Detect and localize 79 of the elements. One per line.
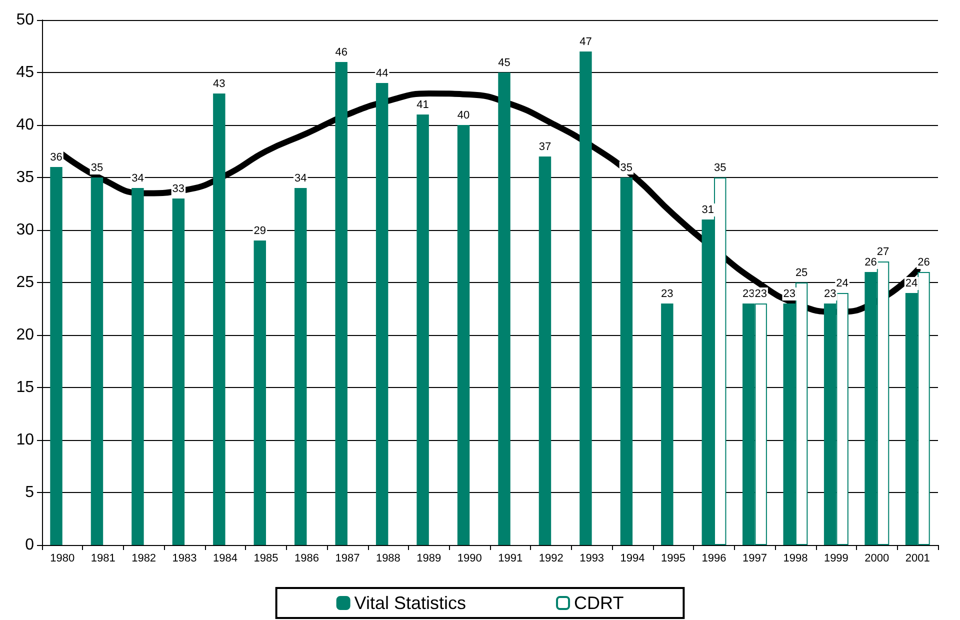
data-label: 46	[335, 46, 348, 58]
data-label: 45	[498, 57, 510, 69]
data-label: 23	[742, 288, 755, 300]
bar	[580, 52, 592, 545]
y-tick-label: 40	[16, 116, 34, 134]
x-tick-label: 1993	[580, 552, 604, 564]
data-label: 41	[416, 99, 429, 111]
data-label: 35	[90, 162, 104, 174]
x-tick-label: 1980	[50, 552, 75, 564]
data-label: 40	[457, 110, 470, 122]
y-tick-label: 10	[16, 432, 34, 448]
bar	[457, 125, 470, 545]
data-label: 36	[50, 152, 62, 164]
data-label: 23	[824, 288, 836, 300]
x-tick-label: 1990	[457, 552, 482, 564]
bar	[50, 167, 62, 545]
y-tick-label: 5	[25, 484, 34, 501]
x-tick-label: 1996	[702, 552, 726, 564]
data-label: 25	[795, 267, 808, 279]
y-tick-label: 35	[16, 169, 34, 186]
y-tick-label: 30	[16, 222, 34, 238]
x-tick-label: 1997	[742, 552, 767, 564]
data-label: 33	[172, 183, 185, 195]
bar	[90, 178, 104, 545]
data-label: 44	[376, 68, 388, 80]
legend-label: CDRT	[574, 593, 624, 613]
data-label: 31	[702, 204, 714, 216]
bar	[416, 114, 429, 545]
data-label: 23	[661, 288, 674, 300]
bar	[294, 188, 307, 545]
x-tick-label: 1988	[376, 552, 400, 564]
y-tick-label: 25	[16, 274, 34, 291]
y-tick-label: 45	[16, 64, 34, 81]
data-label: 27	[876, 246, 890, 258]
bar	[132, 188, 144, 545]
x-tick-label: 1986	[294, 552, 319, 564]
bar	[254, 240, 266, 545]
x-tick-label: 1983	[172, 552, 197, 564]
x-tick-label: 1987	[335, 552, 360, 564]
x-tick-label: 1985	[254, 552, 278, 564]
legend-label: Vital Statistics	[354, 593, 466, 613]
x-tick-label: 2001	[905, 552, 930, 564]
x-tick-label: 1991	[498, 552, 523, 564]
data-label: 26	[864, 256, 877, 268]
bar	[213, 94, 226, 545]
bar	[376, 83, 388, 545]
bar	[335, 62, 348, 545]
bar	[620, 178, 633, 545]
x-tick-label: 1994	[620, 552, 645, 564]
bar	[498, 72, 510, 545]
data-label: 23	[783, 288, 796, 300]
data-label: 23	[754, 288, 767, 300]
y-tick-label: 50	[16, 12, 34, 28]
data-label: 24	[905, 278, 918, 290]
data-label: 34	[294, 172, 307, 184]
data-label: 35	[714, 162, 726, 174]
bar	[538, 156, 552, 545]
data-label: 37	[538, 141, 552, 153]
x-tick-label: 1989	[416, 552, 442, 564]
x-tick-label: 1981	[90, 552, 116, 564]
data-label: 47	[580, 36, 592, 48]
y-tick-label: 15	[16, 379, 34, 396]
data-label: 34	[132, 172, 144, 184]
data-label: 24	[836, 278, 848, 290]
x-tick-label: 1992	[538, 552, 564, 564]
bar	[661, 304, 674, 545]
x-tick-label: 1982	[132, 552, 156, 564]
x-tick-label: 1999	[824, 552, 848, 564]
x-tick-label: 1995	[661, 552, 686, 564]
data-label: 35	[620, 162, 633, 174]
x-tick-label: 1998	[783, 552, 808, 564]
data-label: 43	[213, 78, 226, 90]
data-label: 26	[918, 256, 930, 268]
y-tick-label: 0	[25, 536, 34, 554]
x-tick-label: 2000	[864, 552, 890, 564]
x-tick-label: 1984	[213, 552, 238, 564]
bar	[172, 198, 185, 545]
y-tick-label: 20	[16, 326, 34, 344]
data-label: 29	[254, 225, 266, 237]
